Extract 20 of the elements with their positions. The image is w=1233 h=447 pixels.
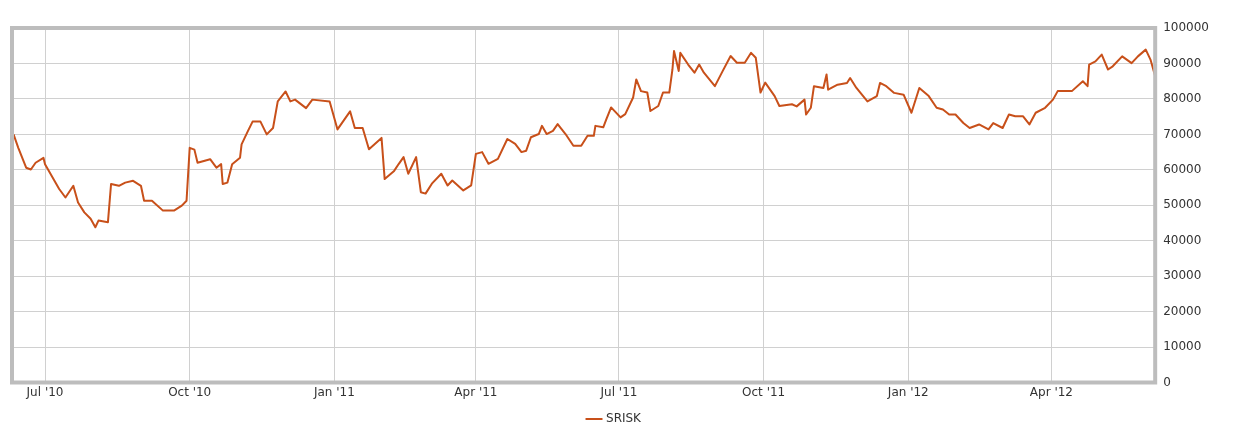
x-tick-label: Apr '11 xyxy=(454,384,498,399)
x-tick-label: Oct '10 xyxy=(168,384,212,399)
y-tick-label: 20000 xyxy=(1163,303,1202,318)
y-tick-label: 40000 xyxy=(1163,232,1202,247)
y-tick-label: 30000 xyxy=(1163,268,1202,283)
y-tick-label: 10000 xyxy=(1163,339,1202,354)
y-tick-label: 100000 xyxy=(1163,20,1209,35)
y-tick-label: 60000 xyxy=(1163,161,1202,176)
y-tick-label: 90000 xyxy=(1163,55,1202,70)
x-tick-label: Jan '12 xyxy=(886,384,929,399)
legend-label: SRISK xyxy=(606,411,643,426)
x-tick-label: Apr '12 xyxy=(1029,384,1073,399)
y-tick-label: 70000 xyxy=(1163,126,1202,141)
x-tick-label: Jul '11 xyxy=(599,384,638,399)
y-tick-label: 80000 xyxy=(1163,91,1202,106)
x-tick-label: Jan '11 xyxy=(312,384,355,399)
x-tick-label: Jul '10 xyxy=(25,384,64,399)
y-tick-label: 0 xyxy=(1163,374,1171,389)
y-tick-label: 50000 xyxy=(1163,197,1202,212)
x-tick-label: Oct '11 xyxy=(742,384,786,399)
